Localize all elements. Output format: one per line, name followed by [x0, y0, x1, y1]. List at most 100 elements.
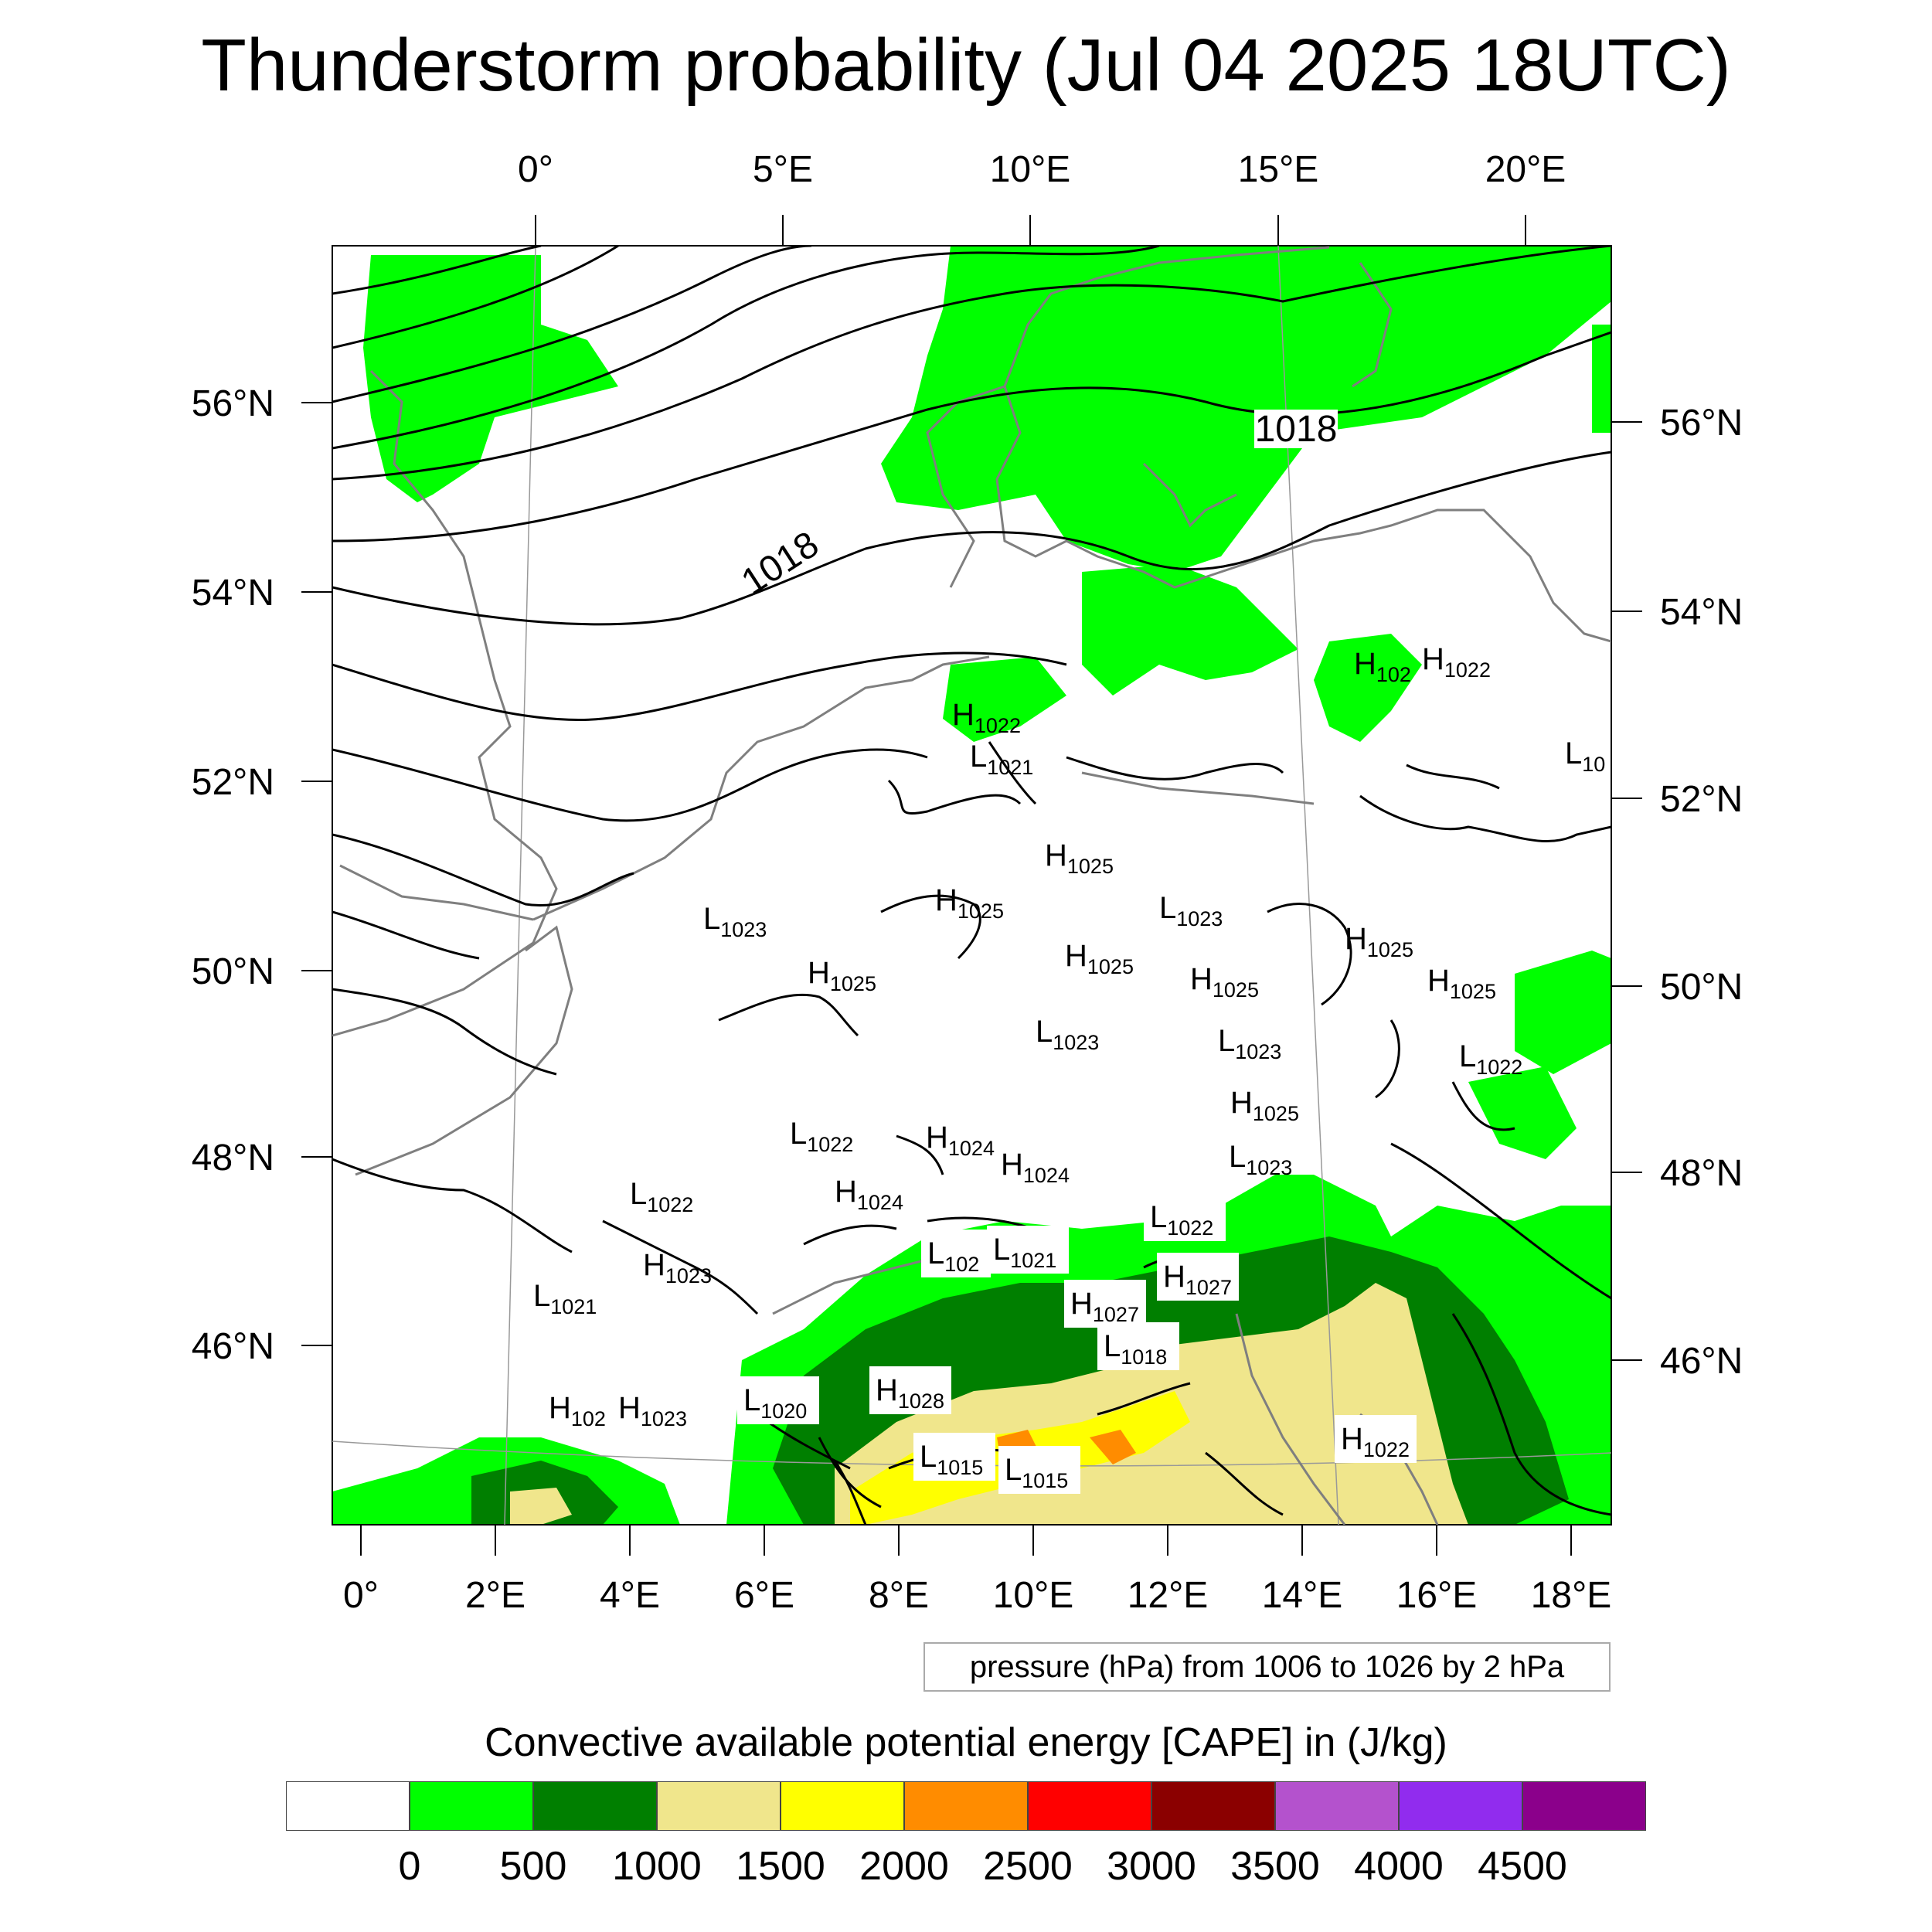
- isobar-label: 1018: [1255, 409, 1338, 450]
- left-lat-label: 50°N: [192, 951, 274, 992]
- low-pressure-label: L1022: [1459, 1039, 1522, 1079]
- cape-region-east: [1592, 325, 1611, 433]
- pressure-center-text: H1027: [1163, 1260, 1232, 1299]
- right-lat-label: 54°N: [1660, 592, 1743, 633]
- low-pressure-label: L10: [1565, 736, 1605, 776]
- left-lat-labels: 56°N 54°N 52°N 50°N 48°N 46°N: [192, 383, 274, 1367]
- bottom-lon-label: 12°E: [1128, 1575, 1209, 1616]
- isobar-label: 1018: [734, 524, 825, 604]
- low-pressure-label: L1020: [737, 1376, 819, 1424]
- colorbar-label: 1500: [736, 1844, 825, 1889]
- pressure-label-box: [913, 1433, 995, 1481]
- high-pressure-label: H1027: [1157, 1253, 1239, 1301]
- pressure-center-text: L1023: [703, 902, 767, 941]
- pressure-center-text: H1024: [835, 1175, 903, 1214]
- bottom-lon-label: 4°E: [600, 1575, 660, 1616]
- high-pressure-label: H1024: [835, 1175, 903, 1214]
- bottom-lon-label: 0°: [343, 1575, 379, 1616]
- right-lat-label: 46°N: [1660, 1341, 1743, 1382]
- pressure-center-text: H1022: [1422, 642, 1491, 682]
- low-pressure-label: L1022: [1144, 1193, 1226, 1241]
- right-lat-label: 50°N: [1660, 967, 1743, 1008]
- cape-shading: [332, 246, 1611, 1525]
- cape-region-sw-khaki: [510, 1488, 572, 1525]
- high-pressure-label: H1022: [952, 698, 1021, 737]
- colorbar-label: 3000: [1107, 1844, 1196, 1889]
- colorbar-box: [410, 1781, 533, 1831]
- pressure-center-text: H1025: [1427, 964, 1496, 1003]
- right-lat-label: 52°N: [1660, 779, 1743, 820]
- bottom-lon-label: 2°E: [465, 1575, 526, 1616]
- pressure-label-box: [1064, 1280, 1146, 1328]
- pressure-center-text: H1025: [1345, 922, 1413, 961]
- top-lon-label: 20°E: [1485, 149, 1566, 190]
- colorbar-box: [904, 1781, 1028, 1831]
- pressure-center-text: L1023: [1036, 1015, 1099, 1054]
- high-pressure-label: H1023: [643, 1248, 712, 1287]
- pressure-center-text: L1022: [630, 1177, 693, 1216]
- low-pressure-label: L1021: [970, 740, 1033, 779]
- bottom-lon-label: 6°E: [734, 1575, 794, 1616]
- low-pressure-label: L1023: [1036, 1015, 1099, 1054]
- high-pressure-label: H1025: [1045, 838, 1114, 878]
- left-lat-label: 54°N: [192, 573, 274, 614]
- pressure-center-text: L1021: [533, 1279, 597, 1318]
- top-lon-label: 0°: [518, 149, 553, 190]
- pressure-center-text: H1025: [1190, 962, 1259, 1002]
- colorbar-label: 2000: [859, 1844, 949, 1889]
- colorbar-label: 4500: [1478, 1844, 1567, 1889]
- pressure-center-text: H1025: [1065, 939, 1134, 978]
- pressure-center-text: H1024: [1001, 1148, 1070, 1187]
- high-pressure-label: H1028: [869, 1366, 951, 1414]
- pressure-center-text: L1022: [790, 1117, 853, 1156]
- pressure-center-text: L1021: [970, 740, 1033, 779]
- pressure-center-text: H1023: [618, 1391, 687, 1430]
- left-lat-label: 48°N: [192, 1138, 274, 1179]
- pressure-center-text: L1015: [920, 1440, 983, 1479]
- pressure-center-text: H1025: [935, 883, 1004, 923]
- pressure-center-text: H102: [549, 1391, 606, 1430]
- top-lon-label: 10°E: [990, 149, 1071, 190]
- high-pressure-label: H1025: [1230, 1086, 1299, 1125]
- high-pressure-label: H102: [1354, 647, 1411, 686]
- high-pressure-label: H1025: [1065, 939, 1134, 978]
- low-pressure-label: L1023: [1229, 1140, 1292, 1179]
- pressure-center-text: H1025: [1230, 1086, 1299, 1125]
- colorbar-box: [286, 1781, 410, 1831]
- pressure-center-text: H1025: [1045, 838, 1114, 878]
- high-pressure-label: H1023: [618, 1391, 687, 1430]
- pressure-center-text: H1024: [926, 1121, 995, 1160]
- high-pressure-label: H1022: [1422, 642, 1491, 682]
- colorbar-label: 2500: [983, 1844, 1073, 1889]
- low-pressure-label: L1022: [790, 1117, 853, 1156]
- bottom-lon-label: 10°E: [993, 1575, 1074, 1616]
- colorbar-box: [657, 1781, 781, 1831]
- chart-title: Thunderstorm probability (Jul 04 2025 18…: [201, 24, 1731, 107]
- high-pressure-label: H1024: [926, 1121, 995, 1160]
- map-frame: [332, 245, 1612, 1526]
- cape-region-northgermany: [943, 657, 1066, 742]
- low-pressure-label: L1021: [533, 1279, 597, 1318]
- high-pressure-label: H1027: [1064, 1280, 1146, 1328]
- right-lat-labels: 56°N 54°N 52°N 50°N 48°N 46°N: [1660, 403, 1743, 1382]
- colorbar-title: Convective available potential energy [C…: [485, 1720, 1447, 1765]
- cape-region-alps-orange-2: [1090, 1430, 1136, 1464]
- pressure-label-box: [737, 1376, 819, 1424]
- low-pressure-label: L1018: [1097, 1322, 1179, 1370]
- colorbar-box: [1151, 1781, 1275, 1831]
- pressure-center-text: H102: [1354, 647, 1411, 686]
- pressure-center-text: H1025: [808, 956, 876, 995]
- isobar-label-box: [1254, 410, 1338, 448]
- colorbar-box: [1399, 1781, 1522, 1831]
- pressure-center-text: L1020: [743, 1383, 807, 1423]
- colorbar-label: 4000: [1354, 1844, 1444, 1889]
- pressure-label-box: [921, 1230, 991, 1277]
- cape-region-poland: [1314, 634, 1422, 742]
- pressure-center-text: L102: [927, 1236, 979, 1276]
- high-pressure-label: H102: [549, 1391, 606, 1430]
- colorbar-box: [1275, 1781, 1399, 1831]
- pressure-center-text: L1015: [1005, 1453, 1068, 1492]
- left-lat-label: 46°N: [192, 1326, 274, 1367]
- colorbar: [286, 1781, 1646, 1831]
